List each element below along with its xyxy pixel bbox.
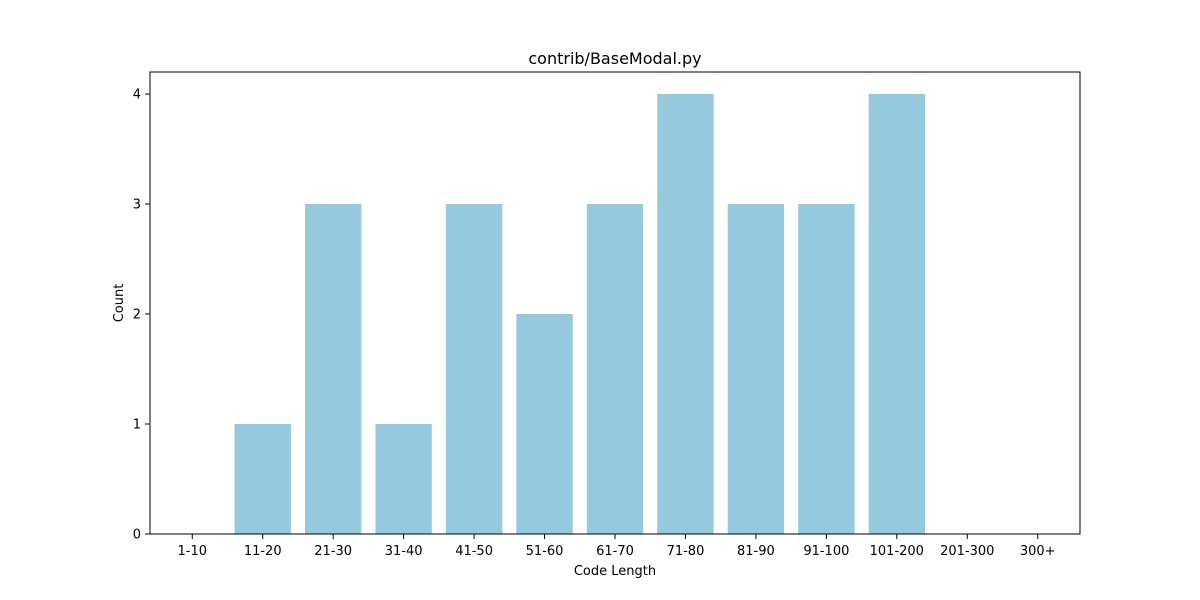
bar-41-50: [445, 204, 503, 534]
x-tick-label: 61-70: [596, 544, 634, 559]
y-axis: 0 1 2 3 4: [133, 88, 150, 543]
x-tick-label: 300+: [1020, 544, 1056, 559]
y-tick-label: 1: [133, 418, 141, 433]
bar-31-40: [375, 424, 432, 534]
y-axis-label: Count: [112, 284, 127, 323]
x-tick-label: 101-200: [870, 544, 924, 559]
x-tick-label: 201-300: [940, 544, 994, 559]
y-tick-label: 0: [133, 528, 141, 543]
bar-11-20: [234, 424, 291, 534]
x-tick-label: 1-10: [178, 544, 208, 559]
chart-title: contrib/BaseModal.py: [528, 49, 701, 68]
bar-61-70: [586, 204, 644, 534]
x-tick-label: 21-30: [314, 544, 352, 559]
x-tick-label: 91-100: [803, 544, 849, 559]
bar-51-60: [516, 314, 573, 534]
x-tick-label: 11-20: [244, 544, 282, 559]
x-axis: 1-10 11-20 21-30 31-40 41-50 51-60 61-70 71-80 8…: [178, 534, 1056, 559]
bar-71-80: [657, 94, 714, 534]
x-tick-label: 31-40: [385, 544, 423, 559]
x-tick-label: 71-80: [667, 544, 705, 559]
bars-group: [234, 94, 925, 534]
x-tick-label: 51-60: [526, 544, 564, 559]
x-tick-label: 81-90: [737, 544, 775, 559]
bar-91-100: [798, 204, 855, 534]
bar-21-30: [305, 204, 362, 534]
y-tick-label: 3: [133, 198, 141, 213]
x-axis-label: Code Length: [574, 564, 656, 579]
bar-101-200: [868, 94, 925, 534]
y-tick-label: 4: [133, 88, 141, 103]
bar-81-90: [727, 204, 785, 534]
y-tick-label: 2: [133, 308, 141, 323]
x-tick-label: 41-50: [455, 544, 493, 559]
